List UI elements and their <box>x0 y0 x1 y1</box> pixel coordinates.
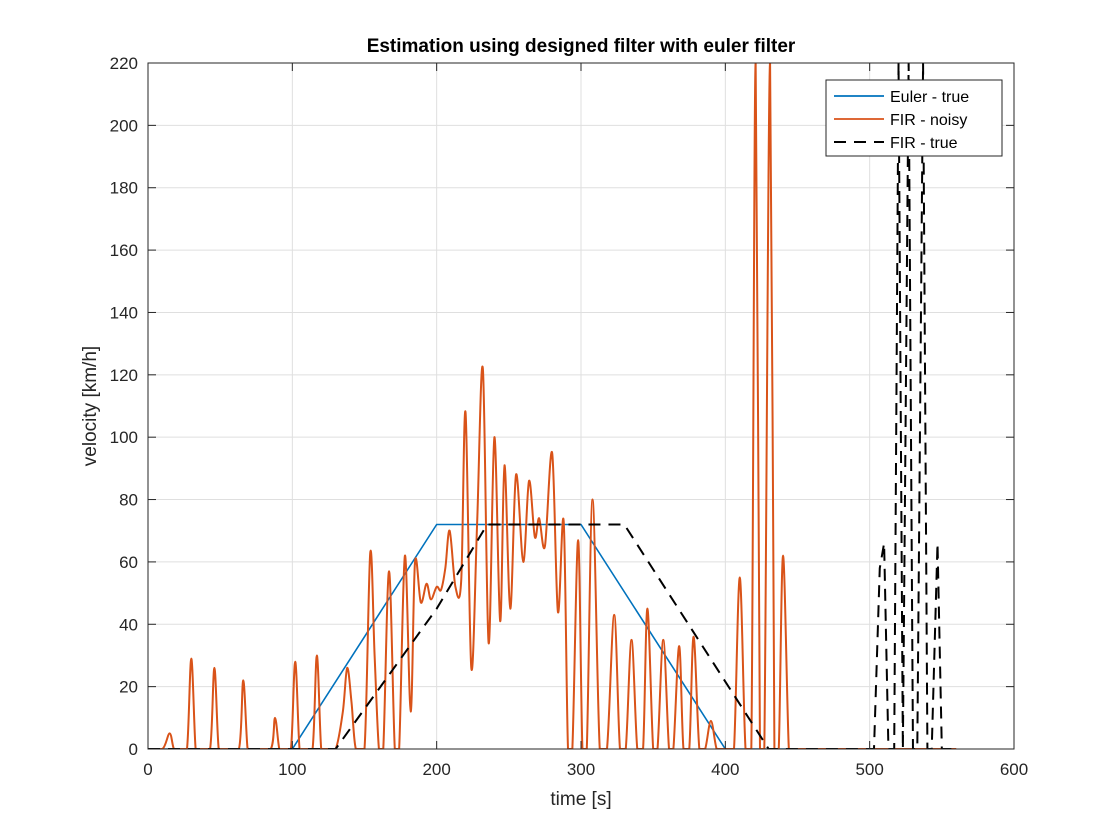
y-tick-label: 60 <box>119 553 138 572</box>
y-tick-label: 160 <box>110 241 138 260</box>
y-tick-label: 200 <box>110 116 138 135</box>
legend-label: FIR - noisy <box>890 112 967 129</box>
x-tick-label: 100 <box>278 760 306 779</box>
x-tick-label: 500 <box>855 760 883 779</box>
y-tick-label: 220 <box>110 54 138 73</box>
chart-title: Estimation using designed filter with eu… <box>367 36 796 57</box>
x-tick-label: 600 <box>1000 760 1028 779</box>
data-series <box>148 63 957 749</box>
x-tick-label: 300 <box>567 760 595 779</box>
series-line-fir-noisy <box>148 63 957 749</box>
y-tick-label: 180 <box>110 179 138 198</box>
y-tick-label: 120 <box>110 366 138 385</box>
series-line-fir-true <box>148 63 957 749</box>
y-axis-title: velocity [km/h] <box>80 346 101 466</box>
x-tick-label: 400 <box>711 760 739 779</box>
y-tick-label: 40 <box>119 615 138 634</box>
y-tick-label: 100 <box>110 428 138 447</box>
x-tick-label: 200 <box>422 760 450 779</box>
legend-box <box>825 79 1003 157</box>
y-tick-label: 0 <box>129 740 138 759</box>
legend-label: Euler - true <box>890 89 969 106</box>
legend: Euler - true FIR - noisy FIR - true <box>825 79 1003 157</box>
y-tick-label: 80 <box>119 491 138 510</box>
legend-label: FIR - true <box>890 135 958 152</box>
x-axis-title: time [s] <box>550 789 611 810</box>
x-tick-label: 0 <box>143 760 152 779</box>
axis-ticks: 0 100 200 300 400 500 600 0 20 40 60 80 100 120 140 160… <box>110 54 1029 779</box>
y-tick-label: 140 <box>110 303 138 322</box>
y-tick-label: 20 <box>119 678 138 697</box>
